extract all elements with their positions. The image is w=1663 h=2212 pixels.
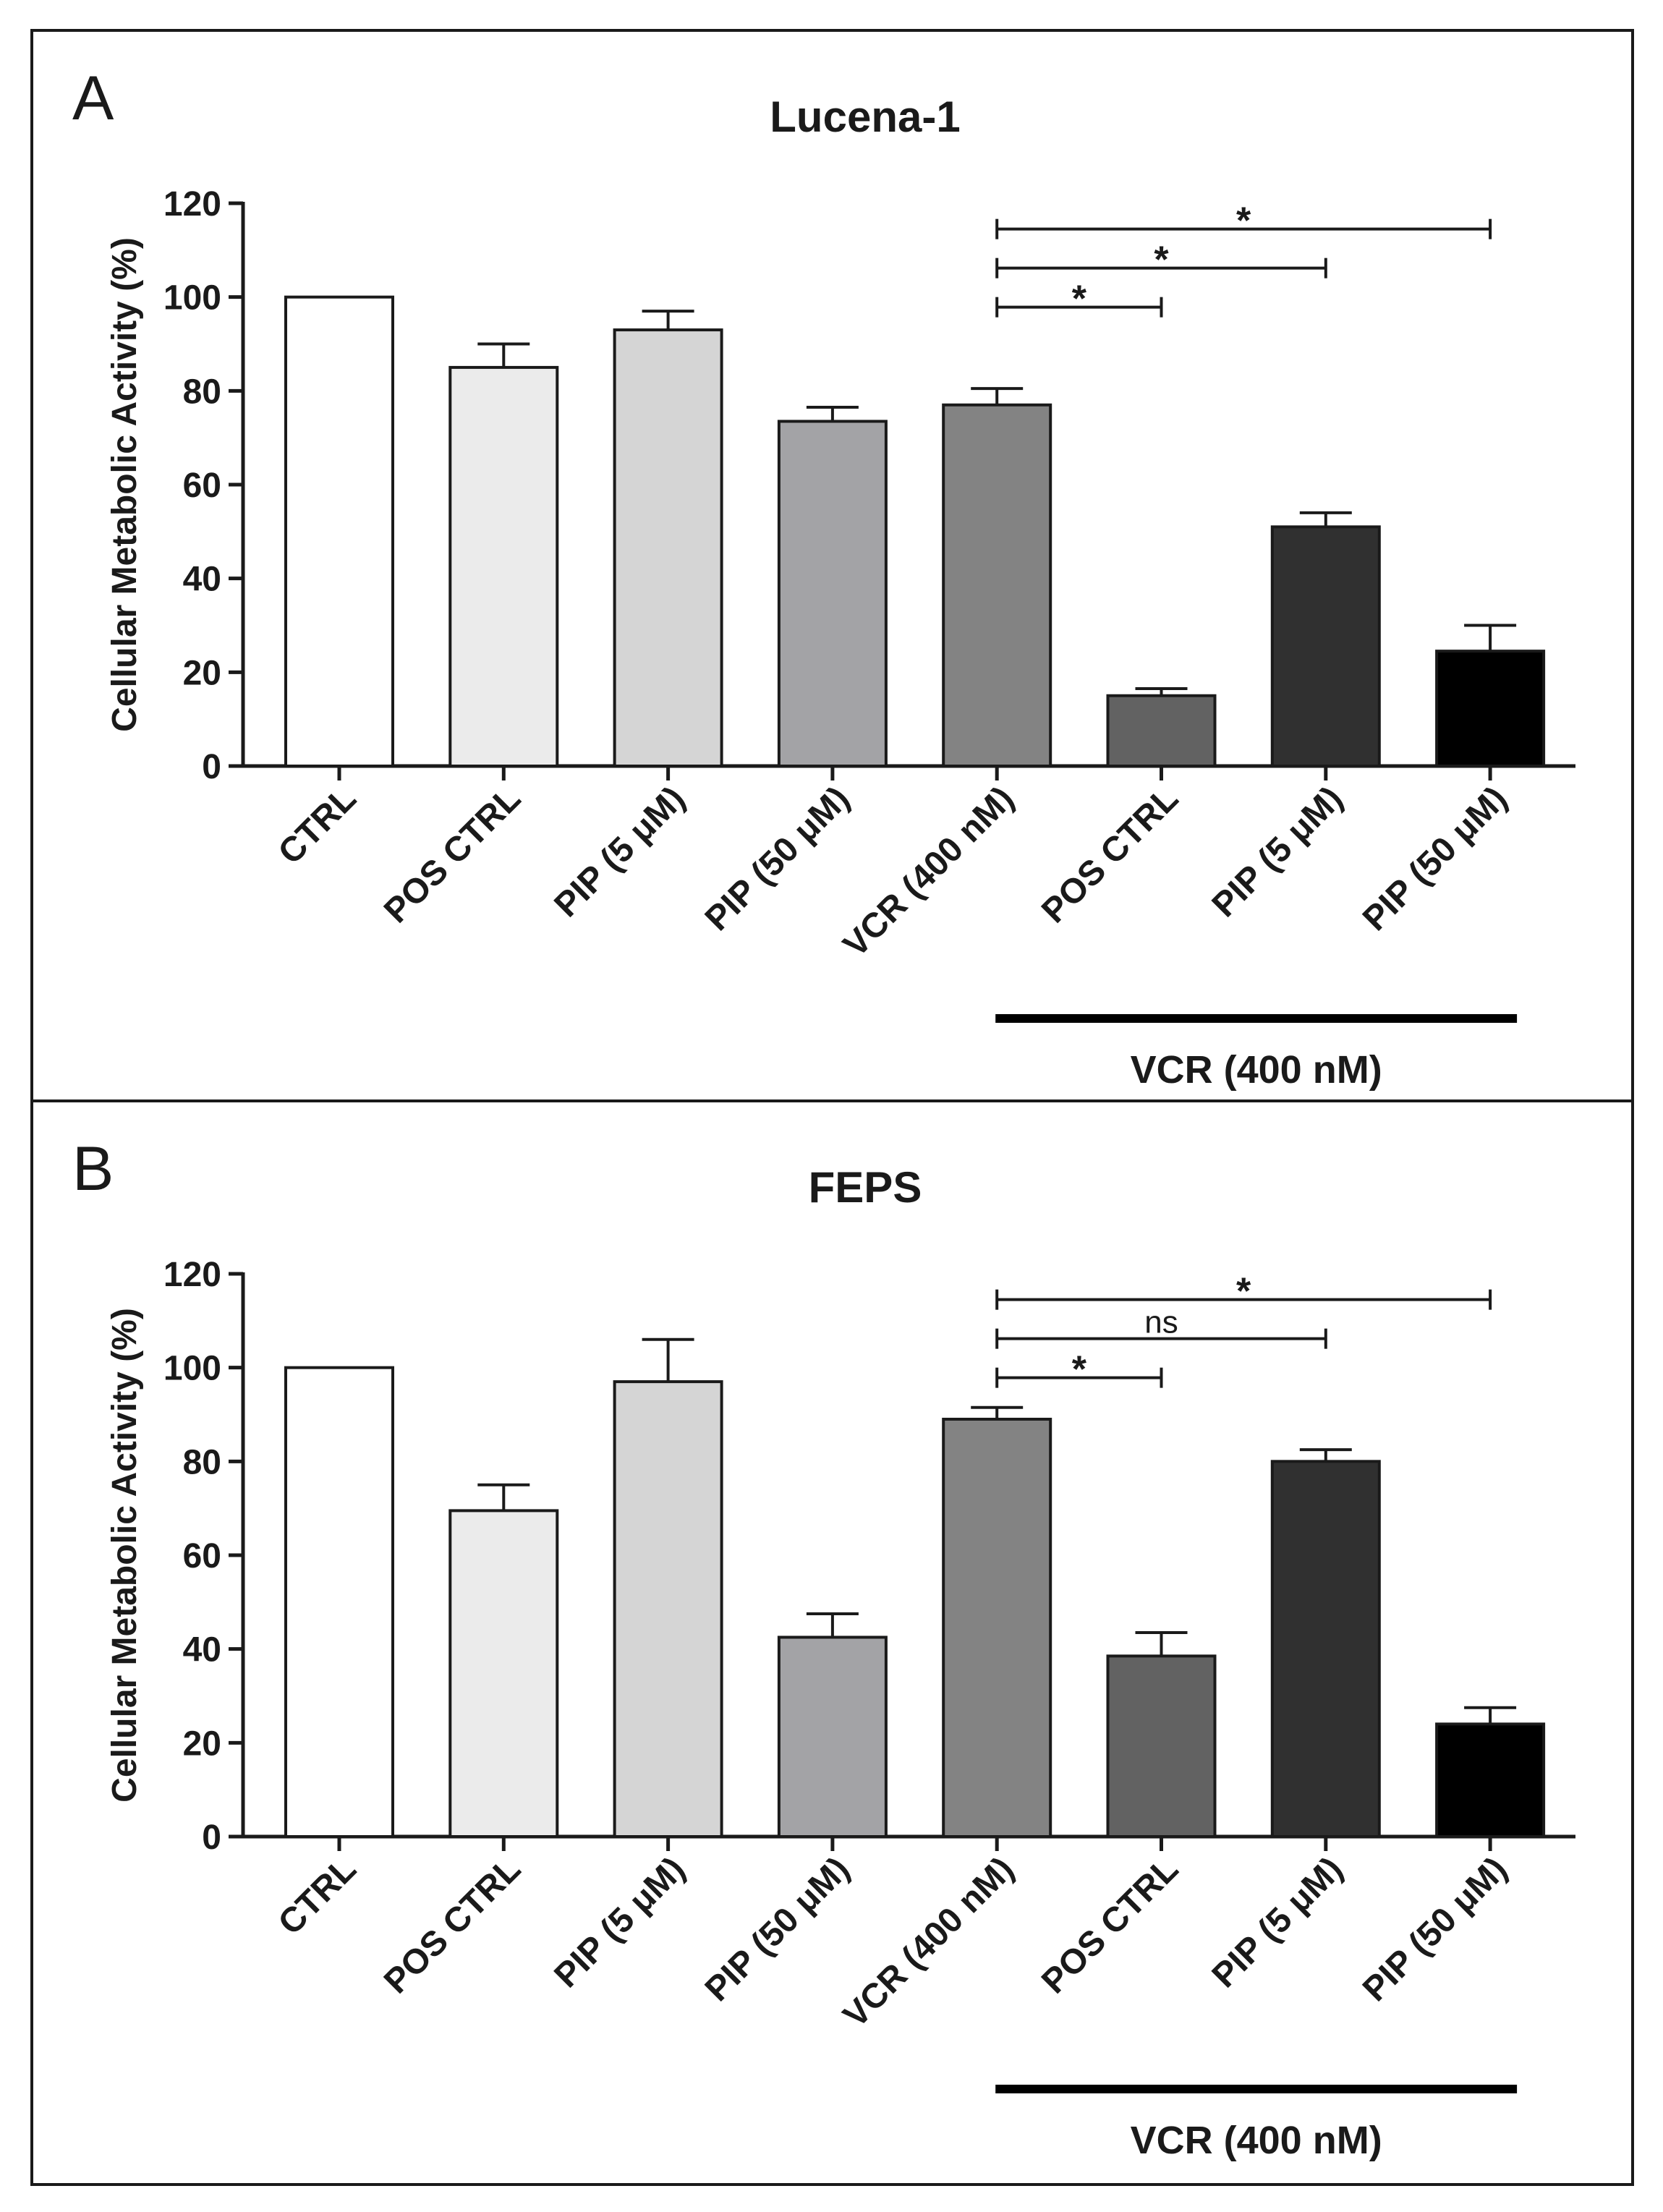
bar (942, 1417, 1052, 1838)
significance-label: * (1154, 239, 1169, 281)
bar (1270, 525, 1381, 767)
group-label: VCR (400 nM) (1131, 1048, 1382, 1092)
panel-label: B (72, 1134, 114, 1204)
y-tick-label: 80 (183, 1443, 221, 1481)
y-axis-label: Cellular Metabolic Activity (%) (106, 1308, 144, 1803)
y-tick-label: 60 (183, 467, 221, 505)
significance-label: * (1236, 1271, 1251, 1313)
bar (777, 420, 888, 767)
y-tick-label: 60 (183, 1537, 221, 1575)
significance-label: * (1072, 278, 1087, 320)
y-tick-label: 20 (183, 1724, 221, 1763)
y-tick-label: 100 (163, 1350, 221, 1388)
significance-label: * (1236, 200, 1251, 242)
y-tick-label: 40 (183, 1631, 221, 1669)
bar (1106, 1654, 1217, 1838)
bar (1435, 650, 1546, 767)
y-tick-label: 120 (163, 185, 221, 224)
y-tick-label: 100 (163, 279, 221, 318)
bar (284, 295, 394, 767)
bar (613, 1380, 723, 1839)
y-axis-label: Cellular Metabolic Activity (%) (106, 237, 144, 732)
significance-label: * (1072, 1349, 1087, 1391)
y-tick-label: 120 (163, 1256, 221, 1294)
y-tick-label: 80 (183, 373, 221, 411)
y-tick-label: 40 (183, 561, 221, 599)
bar (448, 1509, 559, 1839)
group-bracket-bar (995, 1014, 1518, 1023)
bar (1435, 1722, 1546, 1838)
chart-title: Lucena-1 (770, 93, 960, 141)
group-bracket-bar (995, 2085, 1518, 2093)
chart-title: FEPS (809, 1163, 922, 1212)
bar (448, 365, 559, 767)
bar (1270, 1460, 1381, 1839)
significance-label: ns (1144, 1305, 1178, 1340)
bar (1106, 694, 1217, 767)
group-label: VCR (400 nM) (1131, 2119, 1382, 2162)
y-tick-label: 0 (202, 748, 221, 786)
panel-label: A (72, 64, 114, 133)
y-tick-label: 0 (202, 1818, 221, 1857)
bar (284, 1366, 394, 1838)
y-tick-label: 20 (183, 654, 221, 692)
bar (777, 1635, 888, 1838)
bar (942, 403, 1052, 767)
bar (613, 328, 723, 767)
